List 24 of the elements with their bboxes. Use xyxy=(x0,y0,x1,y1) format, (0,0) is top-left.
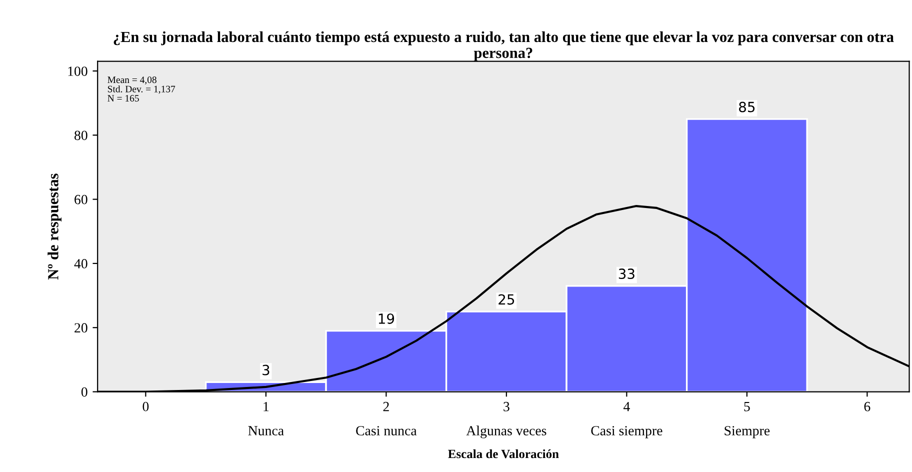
data-label: 3 xyxy=(262,364,270,376)
x-tick-label: 1 Nunca xyxy=(248,402,284,436)
annotation: Mean = 4,08 xyxy=(108,76,156,84)
y-tick-label: 40 xyxy=(74,259,88,268)
y-tick-label: 80 xyxy=(74,130,88,140)
x-tick-label: 5 Siempre xyxy=(724,402,770,438)
y-tick-label: 0 xyxy=(81,387,88,397)
x-axis-title: Escala de Valoración xyxy=(448,449,559,458)
data-label: 85 xyxy=(739,102,755,112)
data-label: 19 xyxy=(378,313,394,324)
y-tick-label: 100 xyxy=(68,66,88,76)
data-label: 25 xyxy=(498,294,514,305)
y-axis-title: Nº de respuestas xyxy=(48,174,62,280)
x-tick-label: 6 xyxy=(864,402,870,412)
x-tick-label: 2 Casi nunca xyxy=(356,402,417,436)
annotation: N = 165 xyxy=(108,95,139,102)
x-tick-label: 0 xyxy=(142,402,149,412)
x-tick-label: 4 Casi siempre xyxy=(591,402,662,438)
annotation: Std. Dev. = 1,137 xyxy=(108,85,176,94)
y-tick-label: 60 xyxy=(74,194,88,204)
y-tick-label: 20 xyxy=(74,323,88,333)
data-label: 33 xyxy=(618,268,634,280)
chart-title: ¿En su jornada laboral cuánto tiempo está expuesto a ruido, tan alto que tiene que elevar la voz para conversar con otra persona? xyxy=(114,31,894,62)
x-tick-label: 3 Algunas veces xyxy=(466,402,546,438)
